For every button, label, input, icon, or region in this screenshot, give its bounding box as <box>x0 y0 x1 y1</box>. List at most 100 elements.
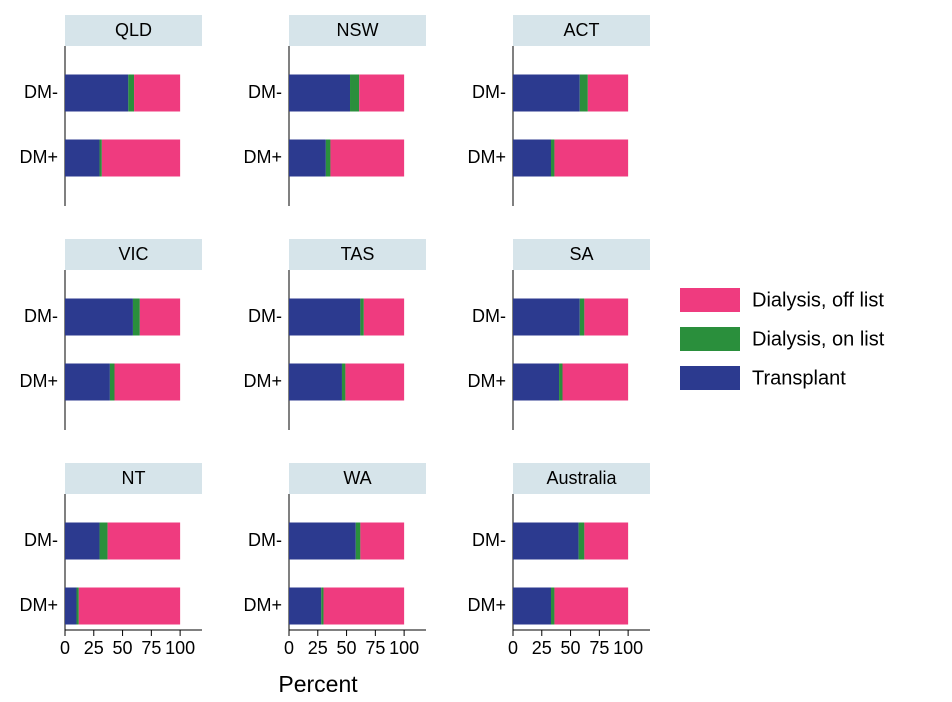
bar-segment <box>559 363 563 401</box>
bar-segment <box>579 298 585 336</box>
panel-title: VIC <box>118 244 148 264</box>
bar-segment <box>128 74 135 112</box>
legend-swatch <box>680 327 740 351</box>
x-axis-label: Percent <box>278 671 358 697</box>
x-tick-label: 100 <box>165 638 195 658</box>
x-tick-label: 25 <box>308 638 328 658</box>
legend-swatch <box>680 366 740 390</box>
y-tick-label: DM+ <box>19 147 58 167</box>
y-tick-label: DM- <box>248 82 282 102</box>
y-tick-label: DM+ <box>19 371 58 391</box>
x-tick-label: 75 <box>589 638 609 658</box>
bar-segment <box>350 74 360 112</box>
strip <box>65 15 202 46</box>
x-tick-label: 100 <box>613 638 643 658</box>
legend-label: Dialysis, off list <box>752 289 884 311</box>
panel-title: NSW <box>337 20 379 40</box>
bar-segment <box>65 74 129 112</box>
bar-segment <box>554 587 629 625</box>
bar-segment <box>107 522 181 560</box>
y-tick-label: DM+ <box>467 371 506 391</box>
y-tick-label: DM+ <box>19 595 58 615</box>
x-tick-label: 75 <box>365 638 385 658</box>
bar-segment <box>341 363 346 401</box>
bar-segment <box>132 298 140 336</box>
y-tick-label: DM- <box>472 306 506 326</box>
bar-segment <box>65 139 100 177</box>
bar-segment <box>289 363 342 401</box>
bar-segment <box>114 363 181 401</box>
x-tick-label: 0 <box>60 638 70 658</box>
bar-segment <box>513 74 580 112</box>
bar-segment <box>513 363 560 401</box>
y-tick-label: DM- <box>24 306 58 326</box>
bar-segment <box>550 587 555 625</box>
legend-label: Dialysis, on list <box>752 328 885 350</box>
x-tick-label: 50 <box>337 638 357 658</box>
bar-segment <box>76 587 79 625</box>
panel-title: WA <box>343 468 371 488</box>
panel-title: ACT <box>564 20 600 40</box>
y-tick-label: DM- <box>24 530 58 550</box>
bar-segment <box>78 587 181 625</box>
legend-label: Transplant <box>752 367 846 389</box>
y-tick-label: DM+ <box>243 595 282 615</box>
bar-segment <box>513 587 551 625</box>
bar-segment <box>289 587 322 625</box>
panel-title: TAS <box>341 244 375 264</box>
bar-segment <box>579 74 588 112</box>
x-tick-label: 0 <box>508 638 518 658</box>
x-tick-label: 75 <box>141 638 161 658</box>
strip <box>289 463 426 494</box>
bar-segment <box>584 298 629 336</box>
bar-segment <box>289 139 326 177</box>
bar-segment <box>65 298 133 336</box>
bar-segment <box>360 298 364 336</box>
legend-swatch <box>680 288 740 312</box>
panel-title: NT <box>122 468 146 488</box>
bar-segment <box>65 363 110 401</box>
bar-segment <box>109 363 115 401</box>
strip <box>289 239 426 270</box>
bar-segment <box>323 587 405 625</box>
x-tick-label: 50 <box>113 638 133 658</box>
bar-segment <box>99 139 102 177</box>
y-tick-label: DM- <box>472 82 506 102</box>
y-tick-label: DM+ <box>243 371 282 391</box>
strip <box>289 15 426 46</box>
bar-segment <box>587 74 629 112</box>
bar-segment <box>330 139 405 177</box>
bar-segment <box>65 522 100 560</box>
bar-segment <box>101 139 181 177</box>
bar-segment <box>139 298 181 336</box>
bar-segment <box>550 139 555 177</box>
bar-segment <box>562 363 629 401</box>
bar-segment <box>359 74 405 112</box>
bar-segment <box>99 522 108 560</box>
bar-segment <box>65 587 77 625</box>
bar-segment <box>289 74 351 112</box>
bar-segment <box>513 298 580 336</box>
x-tick-label: 0 <box>284 638 294 658</box>
bar-segment <box>325 139 331 177</box>
strip <box>513 463 650 494</box>
y-tick-label: DM- <box>248 306 282 326</box>
bar-segment <box>134 74 181 112</box>
bar-segment <box>345 363 405 401</box>
y-tick-label: DM- <box>24 82 58 102</box>
bar-segment <box>289 298 361 336</box>
panel-title: Australia <box>546 468 617 488</box>
bar-segment <box>355 522 361 560</box>
bar-segment <box>289 522 356 560</box>
bar-segment <box>321 587 324 625</box>
bar-segment <box>513 522 579 560</box>
bar-segment <box>578 522 585 560</box>
bar-segment <box>360 522 405 560</box>
y-tick-label: DM+ <box>243 147 282 167</box>
x-tick-label: 25 <box>84 638 104 658</box>
bar-segment <box>513 139 551 177</box>
y-tick-label: DM- <box>248 530 282 550</box>
bar-segment <box>363 298 405 336</box>
strip <box>513 15 650 46</box>
